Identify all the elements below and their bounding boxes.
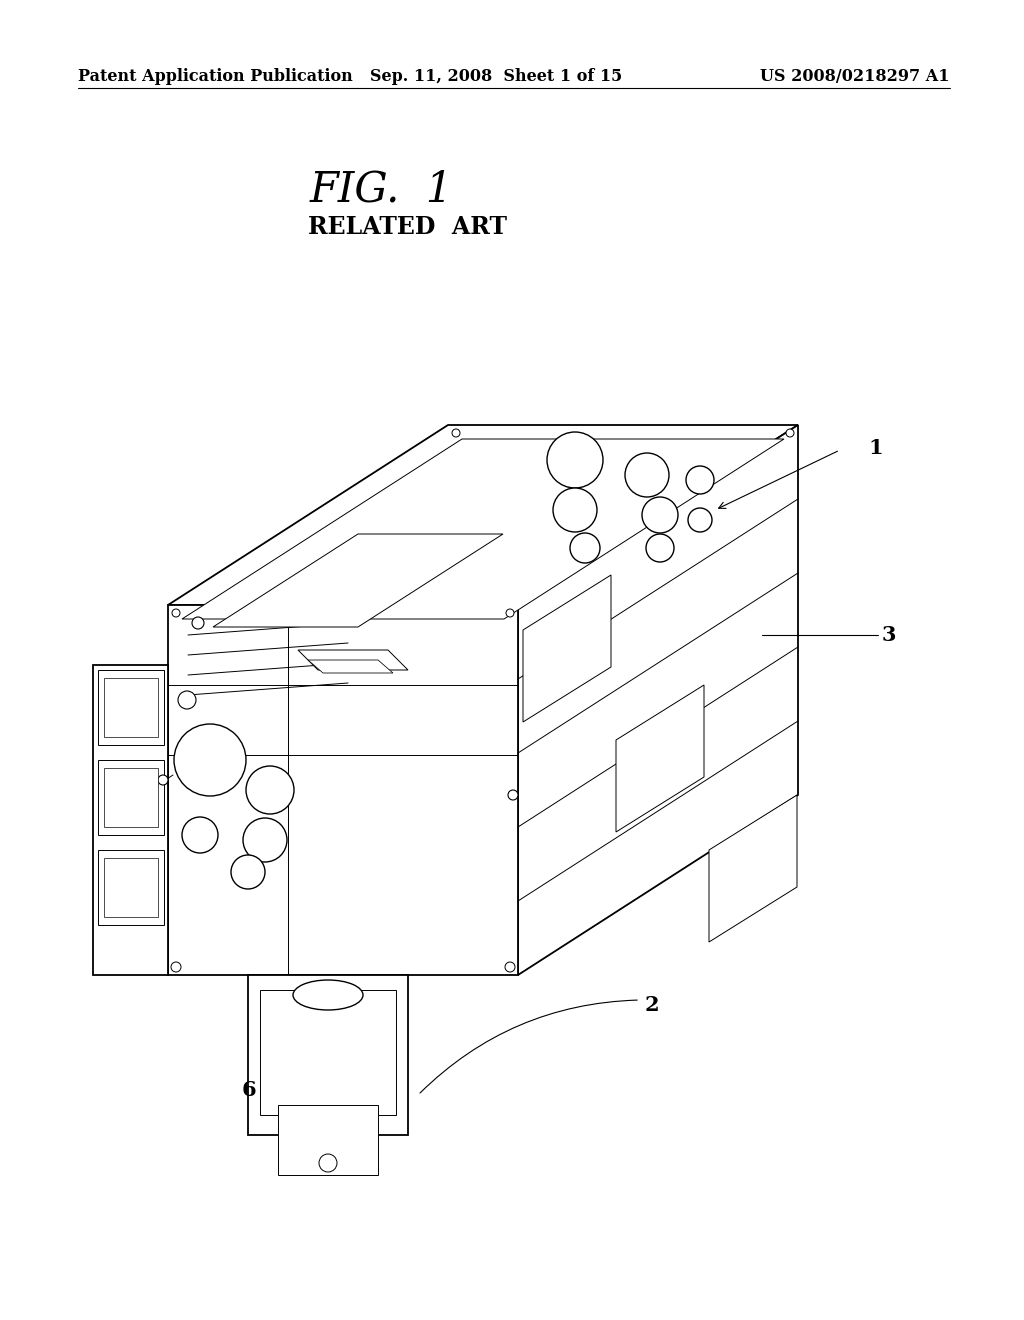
Polygon shape (523, 576, 611, 722)
Polygon shape (709, 795, 797, 942)
Polygon shape (308, 660, 393, 673)
Circle shape (174, 723, 246, 796)
Circle shape (506, 609, 514, 616)
Polygon shape (278, 1105, 378, 1175)
Polygon shape (93, 665, 168, 975)
Circle shape (158, 775, 168, 785)
Polygon shape (182, 440, 784, 619)
Circle shape (646, 535, 674, 562)
Ellipse shape (293, 979, 362, 1010)
Text: 2: 2 (645, 995, 659, 1015)
Circle shape (570, 533, 600, 564)
Text: 3: 3 (882, 624, 896, 645)
Circle shape (243, 818, 287, 862)
Circle shape (505, 962, 515, 972)
Polygon shape (104, 678, 158, 737)
Polygon shape (98, 850, 164, 925)
Text: FIG.  1: FIG. 1 (310, 168, 454, 210)
Polygon shape (616, 685, 705, 832)
Circle shape (182, 817, 218, 853)
Polygon shape (168, 605, 518, 975)
Polygon shape (213, 535, 503, 627)
Circle shape (171, 962, 181, 972)
Circle shape (508, 789, 518, 800)
Polygon shape (104, 768, 158, 828)
Circle shape (786, 429, 794, 437)
Circle shape (547, 432, 603, 488)
Circle shape (193, 616, 204, 630)
Text: 1: 1 (868, 438, 883, 458)
Text: US 2008/0218297 A1: US 2008/0218297 A1 (761, 69, 950, 84)
Circle shape (246, 766, 294, 814)
Text: 6: 6 (242, 1080, 256, 1100)
Polygon shape (518, 425, 798, 975)
Circle shape (452, 429, 460, 437)
Polygon shape (98, 671, 164, 744)
Circle shape (686, 466, 714, 494)
Polygon shape (260, 990, 396, 1115)
Polygon shape (104, 858, 158, 917)
Circle shape (178, 690, 196, 709)
Circle shape (231, 855, 265, 888)
Circle shape (172, 609, 180, 616)
Text: RELATED  ART: RELATED ART (308, 215, 507, 239)
Circle shape (625, 453, 669, 498)
Text: Patent Application Publication: Patent Application Publication (78, 69, 352, 84)
Circle shape (688, 508, 712, 532)
Polygon shape (248, 975, 408, 1135)
Text: Sep. 11, 2008  Sheet 1 of 15: Sep. 11, 2008 Sheet 1 of 15 (370, 69, 623, 84)
Polygon shape (298, 649, 408, 671)
Circle shape (642, 498, 678, 533)
Polygon shape (168, 425, 798, 605)
Circle shape (319, 1154, 337, 1172)
Polygon shape (98, 760, 164, 836)
Circle shape (553, 488, 597, 532)
